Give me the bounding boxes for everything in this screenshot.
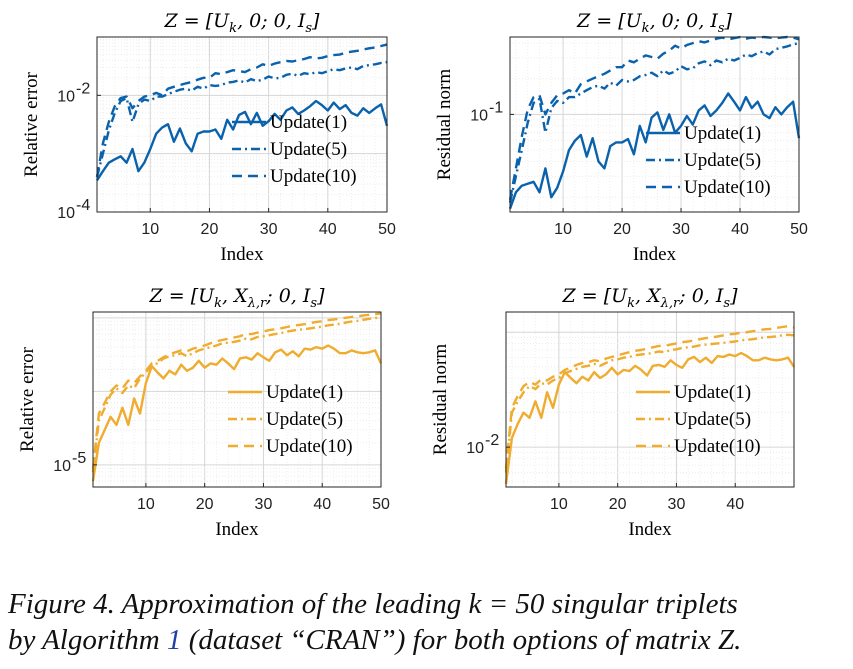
plot-area (97, 37, 387, 212)
x-axis-label: Index (628, 519, 672, 540)
legend-entry: Update(1) (266, 382, 343, 403)
legend-entry: Update(1) (684, 123, 761, 144)
legend-entry: Update(5) (270, 139, 347, 160)
y-tick-exponent: -1 (489, 99, 503, 116)
x-tick-label: 50 (372, 496, 390, 513)
x-tick-label: 40 (731, 221, 749, 238)
y-tick-label: 10 (53, 458, 71, 475)
y-axis-label: Relative error (17, 346, 38, 452)
legend-entry: Update(1) (270, 112, 347, 133)
legend-entry: Update(5) (266, 409, 343, 430)
caption-line1-pre: Approximation of the leading (121, 588, 469, 620)
panel-title: Z = [Uk​, Xλ,r​; 0, Is​] (149, 285, 326, 311)
x-tick-label: 20 (609, 496, 627, 513)
series-line-3 (91, 312, 382, 469)
y-tick-label: 10 (466, 440, 484, 457)
x-tick-label: 10 (137, 496, 155, 513)
y-tick-exponent: -2 (485, 432, 499, 449)
axes-frame (509, 36, 800, 213)
series-line-3 (508, 35, 800, 201)
axes-frame (96, 36, 388, 213)
x-tick-label: 40 (726, 496, 744, 513)
x-tick-label: 20 (201, 221, 219, 238)
caption-line2-mid: (dataset “CRAN”) for both options of mat… (181, 624, 718, 656)
y-axis-label: Relative error (21, 71, 42, 177)
series-line-1 (91, 344, 383, 482)
y-tick-exponent: -2 (76, 80, 90, 97)
caption-k-equals: k = 50 (468, 588, 545, 620)
axes-frame (92, 311, 382, 488)
y-axis-label: Residual norm (434, 69, 455, 181)
legend: Update(1) Update(5) Update(10) (646, 123, 771, 198)
grid (510, 37, 799, 212)
series-line-1 (95, 99, 389, 181)
caption-line2-pre: by Algorithm (8, 624, 167, 656)
x-tick-label: 30 (255, 496, 273, 513)
panel-title: Z = [Uk​, 0; 0, Is​] (164, 10, 321, 36)
x-tick-label: 30 (672, 221, 690, 238)
caption-line1-post: singular triplets (544, 588, 738, 620)
x-tick-label: 20 (196, 496, 214, 513)
axes-frame (505, 311, 795, 488)
x-tick-label: 50 (790, 221, 808, 238)
series-line-1 (504, 351, 796, 484)
series-line-1 (508, 92, 801, 210)
series-line-2 (508, 41, 800, 203)
legend: Update(1) Update(5) Update(10) (636, 382, 761, 457)
y-tick-label: 10 (470, 107, 488, 124)
figure-caption: Figure 4. Approximation of the leading k… (8, 586, 853, 658)
caption-label: Figure 4. (8, 588, 115, 620)
series-line-3 (504, 324, 795, 469)
legend-entry: Update(10) (684, 177, 771, 198)
x-tick-label: 20 (613, 221, 631, 238)
legend-entry: Update(5) (674, 409, 751, 430)
x-tick-label: 30 (260, 221, 278, 238)
legend-entry: Update(10) (674, 436, 761, 457)
x-tick-label: 50 (378, 221, 396, 238)
series-line-3 (95, 43, 388, 178)
y-tick-exponent: -5 (72, 450, 86, 467)
y-axis-label: Residual norm (430, 344, 451, 456)
legend-entry: Update(10) (270, 166, 357, 187)
x-axis-label: Index (633, 244, 677, 265)
x-axis-label: Index (220, 244, 264, 265)
caption-matrix: Z (718, 624, 735, 656)
x-tick-label: 10 (141, 221, 159, 238)
panel-title: Z = [Uk​, Xλ,r​; 0, Is​] (562, 285, 739, 311)
legend-entry: Update(10) (266, 436, 353, 457)
legend-entry: Update(1) (674, 382, 751, 403)
x-axis-label: Index (215, 519, 259, 540)
legend-entry: Update(5) (684, 150, 761, 171)
grid (93, 312, 381, 487)
panel-title: Z = [Uk​, 0; 0, Is​] (576, 10, 733, 36)
y-tick-label: 10 (57, 88, 75, 105)
series-line-2 (91, 316, 382, 473)
y-tick-label: 10 (57, 205, 75, 222)
legend: Update(1) Update(5) Update(10) (232, 112, 357, 187)
x-tick-label: 40 (313, 496, 331, 513)
legend: Update(1) Update(5) Update(10) (228, 382, 353, 457)
x-tick-label: 10 (554, 221, 572, 238)
x-tick-label: 10 (550, 496, 568, 513)
x-tick-label: 40 (319, 221, 337, 238)
x-tick-label: 30 (668, 496, 686, 513)
algorithm-ref-link[interactable]: 1 (166, 624, 182, 656)
series-line-2 (95, 61, 388, 178)
caption-line2-end: . (734, 624, 742, 656)
y-tick-exponent: -4 (76, 197, 90, 214)
series-line-2 (504, 333, 795, 473)
